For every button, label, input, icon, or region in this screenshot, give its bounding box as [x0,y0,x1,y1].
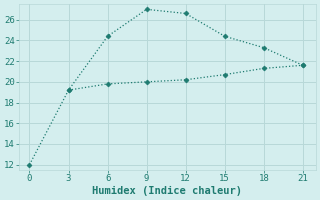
X-axis label: Humidex (Indice chaleur): Humidex (Indice chaleur) [92,186,243,196]
